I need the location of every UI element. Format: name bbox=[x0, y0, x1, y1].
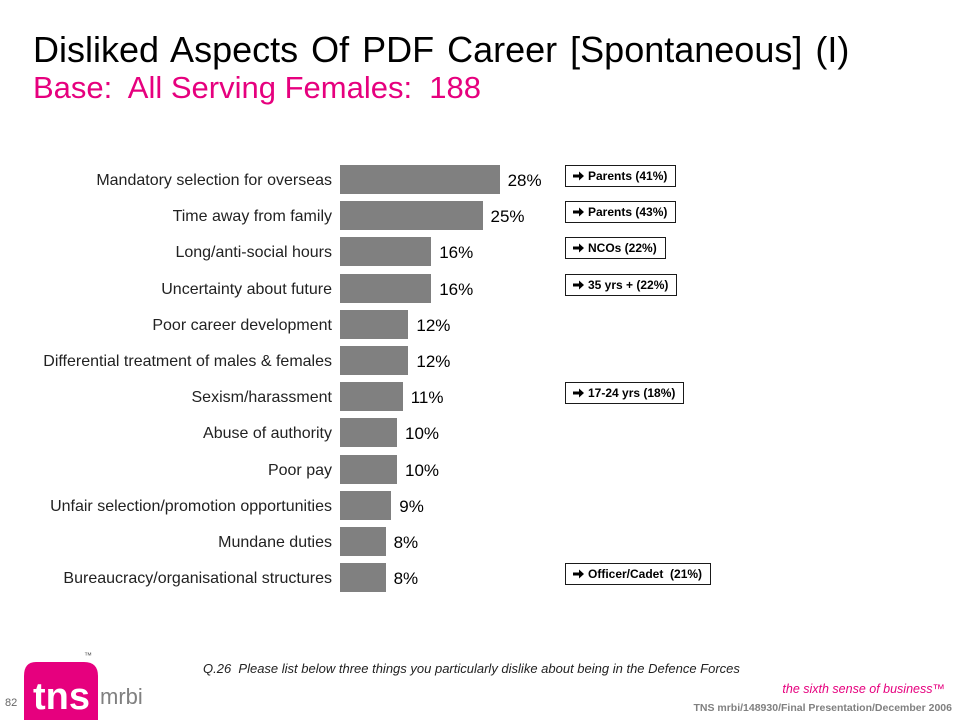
category-label: Long/anti-social hours bbox=[175, 244, 332, 261]
data-label: 16% bbox=[439, 280, 474, 299]
logo-tns-text: tns bbox=[33, 676, 90, 718]
category-label: Unfair selection/promotion opportunities bbox=[50, 498, 332, 515]
data-label: 8% bbox=[393, 533, 419, 552]
arrow-right-icon bbox=[573, 388, 584, 398]
bar bbox=[340, 346, 409, 375]
data-label: 8% bbox=[393, 569, 419, 588]
logo-mrbi-text: mrbi bbox=[100, 684, 143, 709]
annotation-text: NCOs (22%) bbox=[588, 241, 657, 255]
arrow-right-icon bbox=[573, 280, 584, 290]
data-label: 28% bbox=[507, 171, 542, 190]
page-number: 82 bbox=[5, 697, 18, 709]
logo-mark bbox=[24, 662, 98, 720]
bar-chart: Mandatory selection for overseas 28% Paren… bbox=[43, 165, 712, 592]
annotation-text: 17-24 yrs (18%) bbox=[588, 386, 676, 400]
bar bbox=[340, 165, 500, 194]
annotation-box: NCOs (22%) bbox=[565, 237, 666, 259]
data-label: 10% bbox=[405, 461, 440, 480]
annotation-box: 17-24 yrs (18%) bbox=[565, 382, 685, 404]
arrow-right-icon bbox=[573, 569, 584, 579]
bar bbox=[340, 418, 397, 447]
footer-reference: TNS mrbi/148930/Final Presentation/Decem… bbox=[693, 702, 952, 714]
category-label: Uncertainty about future bbox=[161, 281, 332, 298]
bar bbox=[340, 274, 432, 303]
category-label: Time away from family bbox=[172, 208, 332, 225]
annotation-text: Parents (41%) bbox=[588, 169, 668, 183]
category-label: Poor career development bbox=[152, 317, 332, 334]
category-label: Sexism/harassment bbox=[191, 389, 333, 406]
data-label: 16% bbox=[439, 243, 474, 262]
question-text: Q.26 Please list below three things you … bbox=[203, 661, 740, 676]
category-label: Mundane duties bbox=[218, 534, 332, 551]
bar bbox=[340, 310, 409, 339]
data-label: 11% bbox=[410, 388, 444, 407]
data-label: 10% bbox=[405, 424, 440, 443]
bar bbox=[340, 563, 386, 592]
tagline: the sixth sense of business™ bbox=[782, 682, 945, 696]
annotation-box: Parents (43%) bbox=[565, 201, 677, 223]
bar bbox=[340, 455, 397, 484]
category-label: Poor pay bbox=[267, 462, 332, 479]
annotation-text: Officer/Cadet (21%) bbox=[588, 567, 703, 581]
category-label: Abuse of authority bbox=[203, 425, 332, 442]
logo-trademark: ™ bbox=[84, 651, 92, 660]
category-label: Differential treatment of males & female… bbox=[43, 353, 332, 370]
slide-title: Disliked Aspects Of PDF Career [Spontane… bbox=[33, 29, 850, 70]
category-label: Mandatory selection for overseas bbox=[96, 172, 332, 189]
data-label: 12% bbox=[416, 316, 451, 335]
annotation-text: 35 yrs + (22%) bbox=[588, 278, 669, 292]
data-label: 9% bbox=[399, 497, 424, 516]
bar bbox=[340, 382, 403, 411]
bar bbox=[340, 237, 432, 266]
annotation-text: Parents (43%) bbox=[588, 205, 668, 219]
annotation-box: 35 yrs + (22%) bbox=[565, 274, 678, 296]
tns-mrbi-logo: tns ™ mrbi bbox=[20, 652, 150, 720]
arrow-right-icon bbox=[573, 207, 584, 217]
annotation-box: Parents (41%) bbox=[565, 165, 677, 187]
bar bbox=[340, 491, 392, 520]
data-label: 12% bbox=[416, 352, 451, 371]
category-label: Bureaucracy/organisational structures bbox=[63, 570, 332, 587]
annotation-box: Officer/Cadet (21%) bbox=[565, 563, 712, 585]
bar bbox=[340, 201, 483, 230]
arrow-right-icon bbox=[573, 243, 584, 253]
arrow-right-icon bbox=[573, 171, 584, 181]
data-label: 25% bbox=[490, 207, 525, 226]
bar bbox=[340, 527, 386, 556]
slide-subtitle: Base: All Serving Females: 188 bbox=[33, 70, 482, 105]
